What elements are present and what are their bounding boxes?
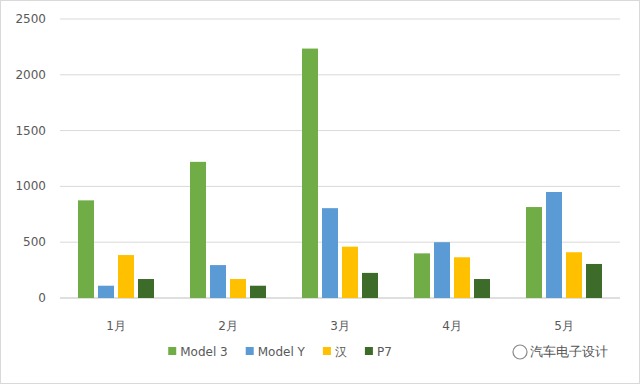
legend-label: Model Y [258, 345, 306, 359]
legend-swatch [365, 347, 373, 355]
grid-line [60, 186, 620, 187]
y-tick-label: 0 [38, 291, 46, 305]
bar [250, 286, 266, 298]
legend-label: 汉 [335, 345, 347, 359]
chart: 050010001500200025001月2月3月4月5月Model 3Mod… [0, 0, 640, 384]
bar [210, 265, 226, 298]
bar [322, 208, 338, 298]
grid-line [60, 130, 620, 131]
bar [98, 286, 114, 298]
x-tick-label: 4月 [442, 319, 462, 333]
bar [138, 279, 154, 298]
legend-label: P7 [377, 345, 392, 359]
y-tick-label: 1500 [15, 124, 46, 138]
grid-line [60, 74, 620, 75]
y-tick-label: 1000 [15, 179, 46, 193]
bar [566, 252, 582, 298]
bar [454, 257, 470, 298]
bar [342, 247, 358, 298]
bar [190, 162, 206, 298]
watermark: 汽车电子设计 [530, 344, 608, 359]
bar [118, 255, 134, 298]
bar [586, 264, 602, 298]
bars [78, 49, 602, 298]
bar [474, 279, 490, 298]
y-tick-label: 2000 [15, 68, 46, 82]
x-tick-label: 5月 [554, 319, 574, 333]
x-tick-label: 2月 [218, 319, 238, 333]
bar [434, 242, 450, 298]
legend-swatch [168, 347, 176, 355]
bar [414, 253, 430, 298]
x-tick-label: 1月 [106, 319, 126, 333]
legend: Model 3 Model Y 汉 P7 [168, 345, 392, 359]
bar [302, 49, 318, 298]
grid-line [60, 19, 620, 20]
x-tick-label: 3月 [330, 319, 350, 333]
legend-swatch [323, 347, 331, 355]
watermark-icon [513, 345, 527, 359]
y-tick-label: 2500 [15, 12, 46, 26]
y-tick-label: 500 [23, 235, 46, 249]
bar [78, 200, 94, 298]
legend-swatch [246, 347, 254, 355]
bar [362, 273, 378, 298]
bar [526, 207, 542, 298]
bar [546, 192, 562, 298]
background [1, 1, 640, 384]
legend-label: Model 3 [180, 345, 227, 359]
bar [230, 279, 246, 298]
